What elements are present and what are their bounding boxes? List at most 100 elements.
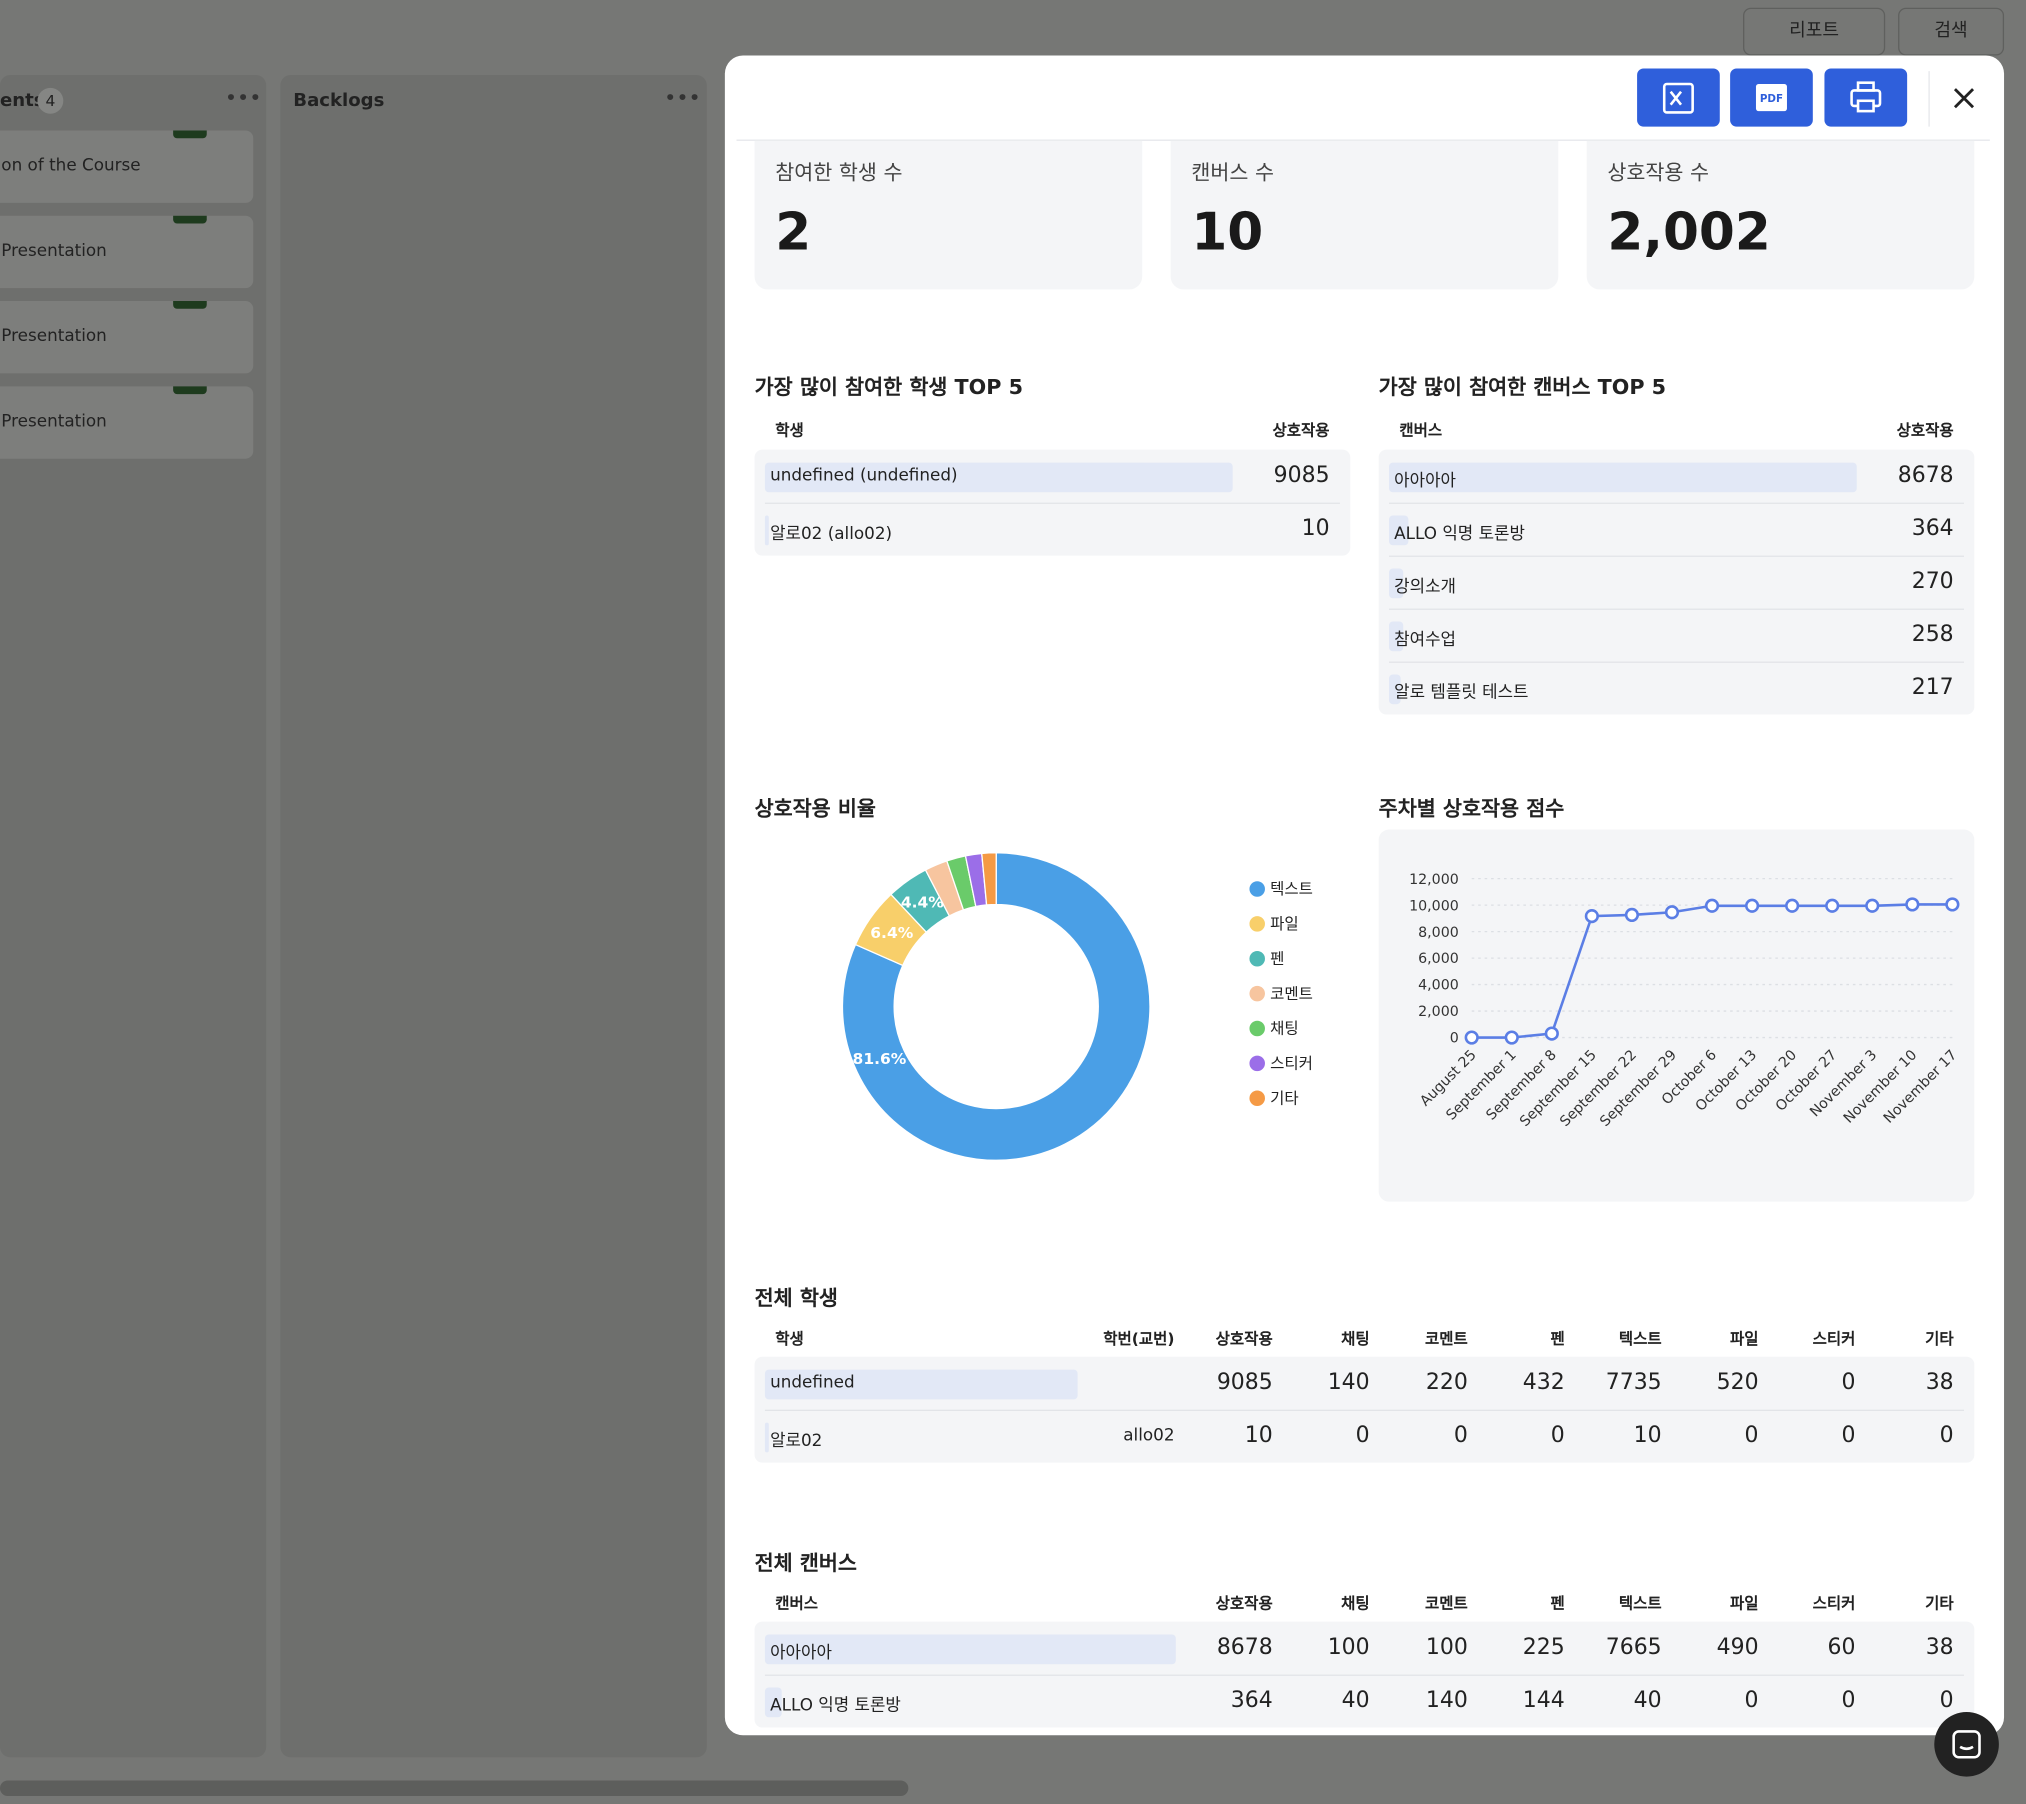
legend-label: 기타 <box>1270 1089 1299 1107</box>
line-point <box>1624 907 1640 923</box>
cell: 0 <box>1550 1422 1565 1449</box>
line-point <box>1865 898 1880 913</box>
scrollbar[interactable] <box>0 1780 909 1797</box>
row-name: 참여수업 <box>1394 630 1456 650</box>
row-bar <box>1389 568 1404 599</box>
y-tick-label: 4,000 <box>1418 978 1459 994</box>
board-card[interactable] <box>0 301 254 374</box>
board-card[interactable] <box>0 215 254 289</box>
section-title: 전체 캔버스 <box>754 1550 857 1576</box>
slice-label: 4.4% <box>901 893 944 911</box>
search-button[interactable]: 검색 <box>1898 7 2005 56</box>
row-bar <box>1389 621 1403 652</box>
pdf-button[interactable]: PDF <box>1730 68 1813 127</box>
board-card[interactable] <box>0 386 254 459</box>
cell: 40 <box>1633 1687 1662 1714</box>
cell: 10 <box>1633 1422 1662 1449</box>
legend-label: 코멘트 <box>1270 985 1313 1003</box>
row-name: undefined (undefined) <box>770 466 958 486</box>
cell: 0 <box>1744 1687 1759 1714</box>
legend-label: 스티커 <box>1270 1055 1313 1073</box>
cell: 60 <box>1827 1634 1856 1661</box>
line-point <box>1584 909 1599 924</box>
section-title: 전체 학생 <box>754 1285 838 1311</box>
row-divider <box>764 1409 1964 1411</box>
card-tag <box>173 386 207 395</box>
cell: 알로02 <box>770 1431 823 1452</box>
line-point <box>1785 898 1800 913</box>
table-header: 상호작용 <box>1215 1329 1273 1348</box>
board-column <box>280 74 707 1758</box>
cell: 38 <box>1925 1634 1954 1661</box>
row-value: 258 <box>1911 621 1954 648</box>
section-title: 주차별 상호작용 점수 <box>1378 795 1565 821</box>
stat-card <box>754 140 1143 290</box>
cell: undefined <box>770 1373 855 1393</box>
cell: 220 <box>1425 1369 1468 1396</box>
column-menu[interactable]: ••• <box>664 85 701 110</box>
cell: 0 <box>1841 1422 1856 1449</box>
card-title: Presentation <box>1 412 107 432</box>
cell: 40 <box>1341 1687 1370 1714</box>
stat-label: 참여한 학생 수 <box>775 160 903 185</box>
row-divider <box>764 502 1340 504</box>
card-title: on of the Course <box>1 156 141 176</box>
board-card[interactable] <box>0 130 254 203</box>
line-point <box>1664 905 1680 920</box>
print-button[interactable] <box>1824 68 1908 127</box>
chart-box <box>1378 829 1975 1202</box>
cell: 364 <box>1230 1687 1273 1714</box>
stat-card <box>1170 140 1559 290</box>
cell: 8678 <box>1216 1634 1273 1661</box>
line-point <box>1464 1030 1479 1045</box>
line-point <box>1945 897 1960 912</box>
row-divider <box>1389 661 1964 663</box>
chat-icon <box>1952 1730 1981 1759</box>
cell: 7665 <box>1605 1634 1662 1661</box>
row-name: 알로 템플릿 테스트 <box>1394 683 1529 703</box>
row-bar <box>764 462 1233 493</box>
stat-card <box>1586 140 1975 290</box>
chat-launcher[interactable] <box>1934 1712 1999 1777</box>
stat-label: 캔버스 수 <box>1191 160 1274 185</box>
stat-value: 2 <box>775 202 812 263</box>
row-divider <box>1389 608 1964 610</box>
row-bar <box>764 1634 1176 1665</box>
table-header: 상호작용 <box>1215 1594 1273 1613</box>
stat-value: 10 <box>1191 202 1264 263</box>
y-tick-label: 10,000 <box>1409 898 1459 914</box>
table-header: 파일 <box>1730 1594 1759 1613</box>
cell: 0 <box>1453 1422 1468 1449</box>
table-header: 채팅 <box>1341 1329 1370 1348</box>
cell: ALLO 익명 토론방 <box>770 1696 901 1716</box>
legend-label: 펜 <box>1270 950 1284 968</box>
modal-header: PDF <box>1637 68 1975 127</box>
legend-label: 파일 <box>1270 915 1299 933</box>
table-header: 스티커 <box>1812 1329 1856 1348</box>
row-bar <box>1389 674 1401 705</box>
line-point <box>1905 897 1920 912</box>
row-bar <box>1389 515 1409 546</box>
section-title: 가장 많이 참여한 학생 TOP 5 <box>754 374 1023 400</box>
x-tick-label: September 1 <box>1443 1047 1519 1123</box>
table-header: 펜 <box>1550 1594 1565 1613</box>
legend-label: 텍스트 <box>1270 880 1313 898</box>
excel-button[interactable] <box>1637 68 1720 127</box>
modal-header-line <box>736 139 1990 141</box>
table-header: 캔버스 <box>1399 421 1443 440</box>
cell: allo02 <box>1123 1426 1175 1446</box>
x-tick-label: September 8 <box>1483 1047 1559 1123</box>
legend-swatch <box>1249 1020 1265 1037</box>
close-button[interactable] <box>1953 88 1975 109</box>
column-menu[interactable]: ••• <box>224 85 262 110</box>
y-tick-label: 12,000 <box>1409 872 1459 888</box>
slice-label: 81.6% <box>853 1050 907 1068</box>
report-button[interactable]: 리포트 <box>1743 7 1886 56</box>
table-header: 코멘트 <box>1425 1594 1468 1613</box>
legend-swatch <box>1249 985 1265 1002</box>
column-count: 4 <box>37 87 64 114</box>
row-name: ALLO 익명 토론방 <box>1394 524 1525 544</box>
row-divider <box>764 1674 1964 1676</box>
table-header: 학생 <box>775 1329 804 1348</box>
table-header: 텍스트 <box>1618 1594 1662 1613</box>
